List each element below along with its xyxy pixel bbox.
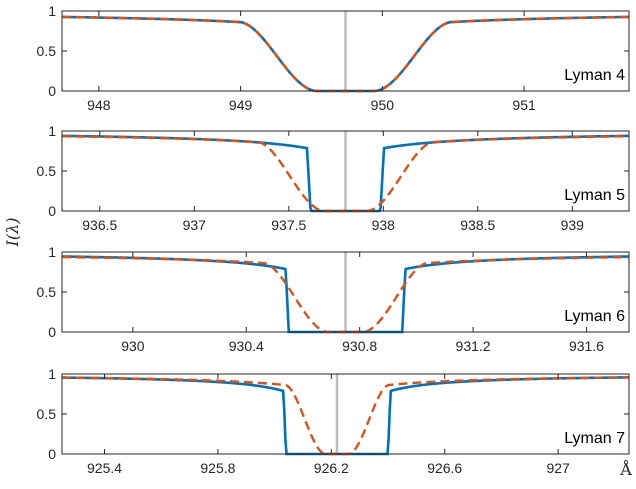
y-tick-label: 0 — [48, 446, 56, 462]
x-tick-label: 930.8 — [342, 338, 377, 354]
panel-label: Lyman 6 — [564, 308, 625, 325]
x-tick-label: 937 — [183, 217, 207, 233]
x-tick-label: 931.2 — [456, 338, 491, 354]
x-axis-unit: Å — [619, 459, 632, 479]
panel-label: Lyman 4 — [564, 67, 625, 84]
x-tick-label: 926.2 — [314, 460, 349, 476]
y-tick-label: 0.5 — [37, 43, 57, 59]
series-dashed-line — [62, 376, 629, 456]
panel-label: Lyman 7 — [564, 430, 625, 447]
x-tick-label: 930 — [121, 338, 145, 354]
y-tick-label: 0.5 — [37, 406, 57, 422]
y-tick-label: 1 — [48, 244, 56, 260]
x-tick-label: 938.5 — [460, 217, 495, 233]
x-tick-label: 948 — [87, 97, 111, 113]
y-tick-label: 1 — [48, 3, 56, 19]
panel-3: 930 930.4 930.8 931.2 931.6 0 0.5 1 Lyman 6 — [37, 244, 630, 354]
x-tick-label: 927 — [546, 460, 570, 476]
y-tick-label: 1 — [48, 123, 56, 139]
y-tick-label: 0 — [48, 203, 56, 219]
x-tick-label: 949 — [229, 97, 253, 113]
x-tick-label: 930.4 — [229, 338, 264, 354]
panel-2: 936.5 937 937.5 938 938.5 939 0 0.5 1 Lyman 5 — [37, 123, 630, 233]
x-tick-label: 931.6 — [569, 338, 604, 354]
x-tick-label: 936.5 — [82, 217, 117, 233]
x-tick-label: 937.5 — [271, 217, 306, 233]
y-tick-label: 0.5 — [37, 284, 57, 300]
y-tick-label: 0 — [48, 83, 56, 99]
x-tick-label: 938 — [372, 217, 396, 233]
x-tick-label: 925.4 — [87, 460, 122, 476]
panel-4: 925.4 925.8 926.2 926.6 927 0 0.5 1 Lyman 7 — [37, 366, 630, 476]
x-tick-label: 950 — [371, 97, 395, 113]
y-tick-label: 0 — [48, 324, 56, 340]
panel-1: 948 949 950 951 0 0.5 1 Lyman 4 — [37, 3, 630, 113]
series-solid-line — [62, 376, 629, 456]
x-tick-label: 939 — [561, 217, 585, 233]
x-tick-label: 951 — [512, 97, 536, 113]
y-tick-label: 1 — [48, 366, 56, 382]
x-tick-label: 925.8 — [200, 460, 235, 476]
axes-box — [61, 373, 630, 455]
y-tick-label: 0.5 — [37, 163, 57, 179]
panel-label: Lyman 5 — [564, 187, 625, 204]
y-axis-label: I(λ) — [3, 218, 22, 248]
x-tick-label: 926.6 — [427, 460, 462, 476]
